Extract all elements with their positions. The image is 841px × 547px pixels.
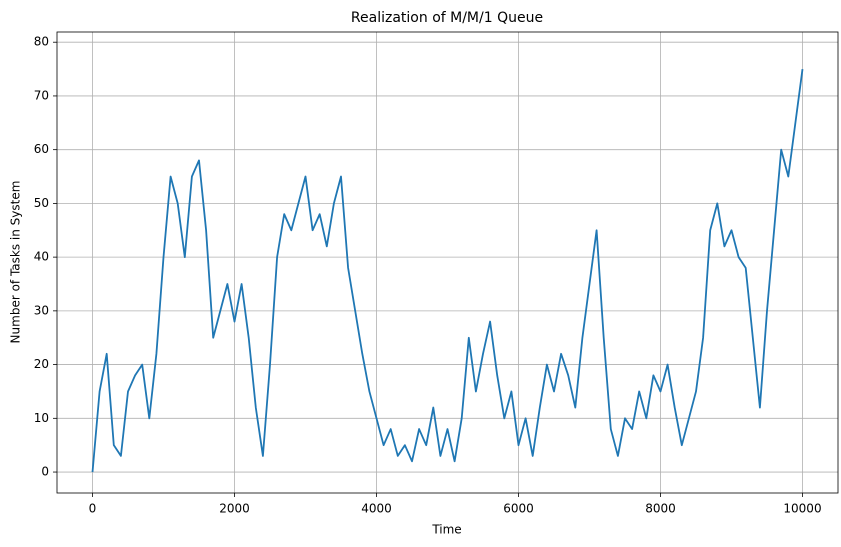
y-tick-label: 60	[34, 142, 49, 156]
y-axis-label: Number of Tasks in System	[9, 181, 23, 344]
y-tick-label: 0	[41, 465, 49, 479]
chart-title: Realization of M/M/1 Queue	[351, 10, 543, 26]
x-tick-label: 4000	[361, 502, 392, 516]
y-tick-label: 10	[34, 411, 49, 425]
x-tick-label: 2000	[219, 502, 250, 516]
y-tick-label: 40	[34, 250, 49, 264]
x-tick-label: 8000	[645, 502, 676, 516]
y-tick-label: 50	[34, 196, 49, 210]
x-tick-label: 0	[89, 502, 97, 516]
plot-area	[91, 68, 804, 473]
y-tick-label: 80	[34, 35, 49, 49]
y-tick-label: 20	[34, 357, 49, 371]
x-tick-label: 10000	[783, 502, 821, 516]
y-tick-label: 30	[34, 303, 49, 317]
axes-frame	[56, 31, 839, 494]
grid	[57, 32, 838, 493]
y-tick-label: 70	[34, 88, 49, 102]
x-axis-label: Time	[431, 523, 461, 537]
data-line	[91, 68, 804, 473]
x-tick-label: 6000	[503, 502, 534, 516]
